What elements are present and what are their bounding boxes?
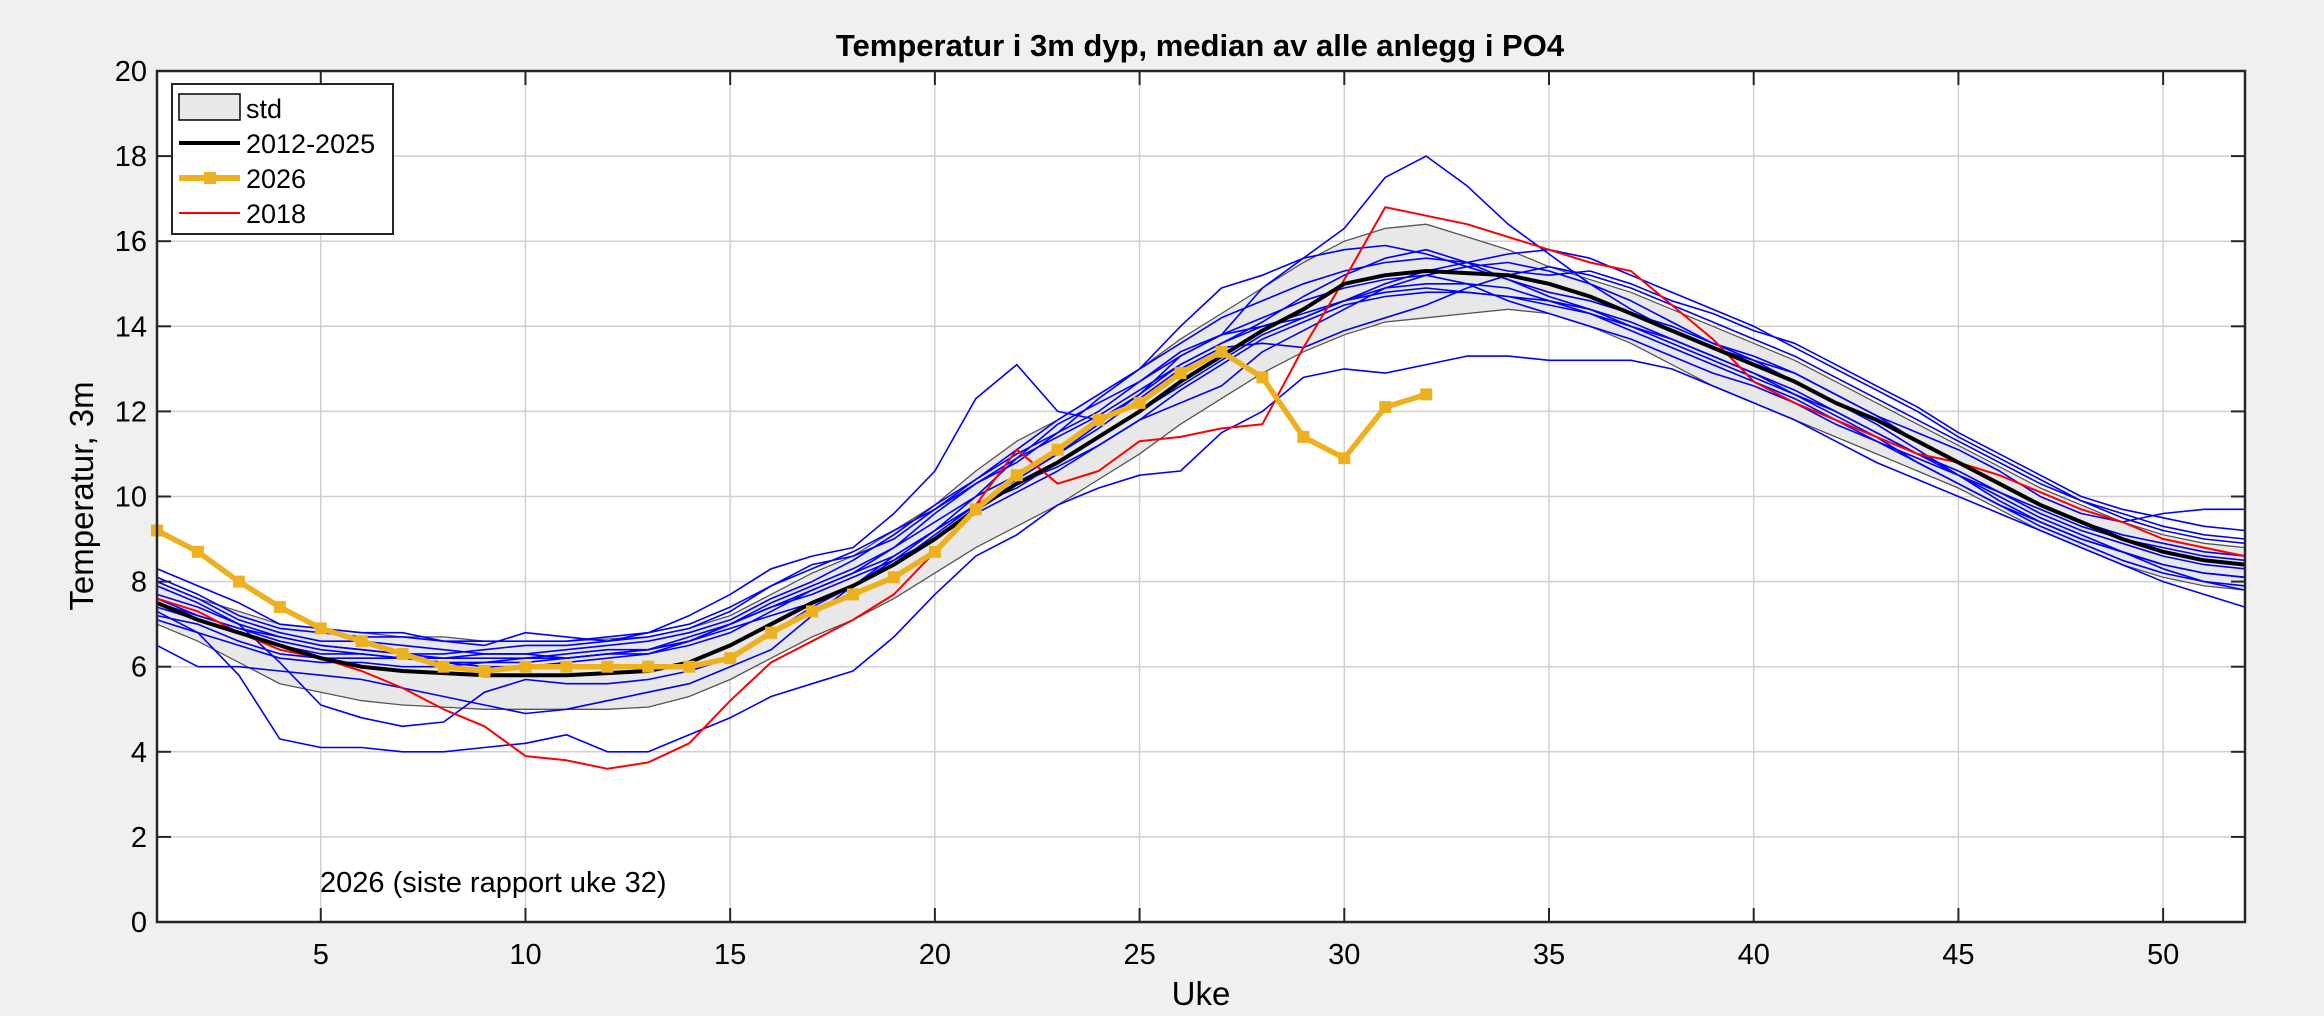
year-line-6 [156,257,2246,655]
year-line-4 [156,261,2246,728]
current-year-point [683,660,696,673]
current-year-point [1092,413,1105,426]
year-line-3 [156,355,2246,753]
line-2018 [156,206,2246,770]
current-year-point [847,588,859,601]
current-year-point [724,652,737,665]
legend-std-swatch [178,93,241,121]
current-year-point [1297,430,1310,443]
legend-label-2018: 2018 [246,199,306,229]
legend-label-std: std [246,94,282,124]
current-year-point [1379,401,1392,414]
current-year-point [1256,371,1269,384]
y-tick-label: 4 [131,737,147,769]
current-year-point [642,660,655,673]
x-tick-label: 15 [714,939,746,971]
current-year-point [1174,367,1187,380]
current-year-point [232,575,245,588]
y-tick-label: 0 [131,907,147,939]
median-line [156,269,2246,678]
y-tick-label: 8 [131,567,147,599]
legend: std 2012-2025 2026 2018 [171,83,394,235]
y-tick-label: 2 [131,822,147,854]
x-tick-label: 50 [2147,939,2179,971]
current-year-line [155,349,1428,674]
current-year-point [887,571,900,584]
current-year-point [478,665,491,677]
current-year-point [601,660,614,673]
y-tick-label: 6 [131,652,147,684]
current-year-point [396,647,409,660]
current-year-point [519,660,532,673]
current-year-point [1051,443,1064,456]
year-lines [156,155,2246,753]
y-tick-label: 10 [115,482,147,514]
y-tick-label: 20 [115,56,147,88]
tick-labels: 5 10 15 20 25 30 35 40 45 50 0 2 4 6 8 10 12 14 16 18 20 [115,56,2180,971]
std-band-fill [157,224,2245,710]
legend-marker-current [204,172,216,184]
y-tick-label: 18 [115,141,147,173]
current-year-point [765,626,778,639]
annotation-text: 2026 (siste rapport uke 32) [320,867,667,899]
legend-label-median: 2012-2025 [246,129,375,159]
current-year-point [1133,396,1146,409]
y-tick-label: 16 [115,226,147,258]
current-year-point [928,545,941,558]
series-lines [151,206,2246,770]
x-tick-label: 35 [1533,939,1565,971]
current-year-point [1215,345,1228,358]
y-tick-label: 14 [115,311,147,343]
year-line-8 [156,265,2246,660]
legend-label-current: 2026 [246,164,306,194]
chart-title: Temperatur i 3m dyp, median av alle anle… [836,28,1565,63]
current-year-point [1338,452,1351,465]
y-tick-label: 12 [115,396,147,428]
current-year-point [806,605,819,618]
x-tick-label: 45 [1942,939,1974,971]
x-tick-label: 30 [1328,939,1360,971]
x-axis-label: Uke [1172,975,1231,1012]
current-year-point [1420,388,1433,401]
axis-ticks [157,70,2245,923]
current-year-point [969,503,982,516]
current-year-point [560,660,573,673]
y-axis-label: Temperatur, 3m [63,381,100,610]
x-tick-label: 25 [1123,939,1155,971]
x-tick-label: 40 [1738,939,1770,971]
current-year-point [355,635,368,648]
current-year-point [437,660,450,673]
x-tick-label: 20 [919,939,951,971]
x-tick-label: 10 [509,939,541,971]
current-year-point [314,622,327,635]
current-year-point [273,601,286,614]
current-year-point [1010,469,1023,482]
year-line-7 [156,248,2246,655]
current-year-point [191,545,204,558]
x-tick-label: 5 [313,939,329,971]
